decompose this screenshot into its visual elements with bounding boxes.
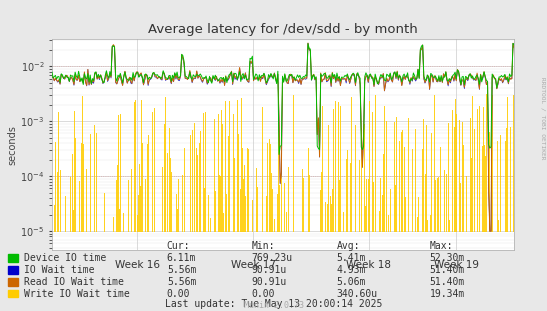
Text: Max:: Max: (429, 241, 453, 251)
Text: 4.93m: 4.93m (336, 265, 366, 275)
Text: Write IO Wait time: Write IO Wait time (24, 289, 129, 299)
Text: IO Wait time: IO Wait time (24, 265, 94, 275)
Text: 5.56m: 5.56m (167, 265, 196, 275)
Text: Read IO Wait time: Read IO Wait time (24, 277, 124, 287)
Text: Min:: Min: (252, 241, 275, 251)
Text: 90.91u: 90.91u (252, 265, 287, 275)
Text: RRDTOOL / TOBI OETIKER: RRDTOOL / TOBI OETIKER (541, 77, 546, 160)
Text: Cur:: Cur: (167, 241, 190, 251)
Text: 5.06m: 5.06m (336, 277, 366, 287)
Text: 5.41m: 5.41m (336, 253, 366, 263)
Text: Munin 2.0.73: Munin 2.0.73 (243, 301, 304, 310)
Text: 90.91u: 90.91u (252, 277, 287, 287)
Text: 0.00: 0.00 (167, 289, 190, 299)
Y-axis label: seconds: seconds (7, 125, 18, 165)
Text: 340.60u: 340.60u (336, 289, 377, 299)
Text: 19.34m: 19.34m (429, 289, 464, 299)
Text: 0.00: 0.00 (252, 289, 275, 299)
Text: 5.56m: 5.56m (167, 277, 196, 287)
Text: 6.11m: 6.11m (167, 253, 196, 263)
Title: Average latency for /dev/sdd - by month: Average latency for /dev/sdd - by month (148, 23, 418, 36)
Text: Last update: Tue May 13 20:00:14 2025: Last update: Tue May 13 20:00:14 2025 (165, 299, 382, 309)
Text: 51.40m: 51.40m (429, 265, 464, 275)
Text: 51.40m: 51.40m (429, 277, 464, 287)
Text: Device IO time: Device IO time (24, 253, 106, 263)
Text: 769.23u: 769.23u (252, 253, 293, 263)
Text: Avg:: Avg: (336, 241, 360, 251)
Text: 52.30m: 52.30m (429, 253, 464, 263)
